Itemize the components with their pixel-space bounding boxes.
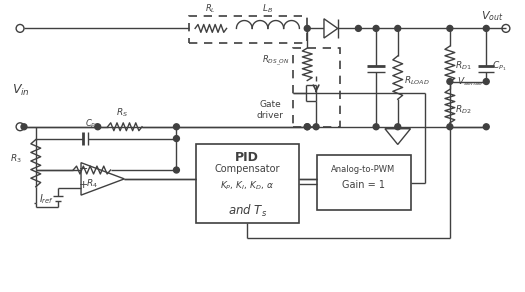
Circle shape <box>447 124 453 130</box>
Text: $R_{D2}$: $R_{D2}$ <box>455 104 471 116</box>
Circle shape <box>313 124 319 130</box>
Text: $V_{in}$: $V_{in}$ <box>12 83 30 98</box>
Circle shape <box>95 124 101 130</box>
Circle shape <box>447 79 453 84</box>
Text: and $T_s$: and $T_s$ <box>228 203 267 219</box>
Text: $-$: $-$ <box>78 162 88 172</box>
Bar <box>317 155 411 210</box>
Circle shape <box>373 25 379 31</box>
Circle shape <box>395 25 401 31</box>
Text: $R_{D1}$: $R_{D1}$ <box>455 60 471 72</box>
Text: $R_3$: $R_3$ <box>10 153 22 166</box>
Text: $K_P$, $K_I$, $K_D$, $\alpha$: $K_P$, $K_I$, $K_D$, $\alpha$ <box>220 180 274 192</box>
Text: $R_L$: $R_L$ <box>205 2 216 15</box>
Text: $+$: $+$ <box>78 179 88 190</box>
Text: $L_B$: $L_B$ <box>262 2 274 15</box>
Circle shape <box>173 167 180 173</box>
Text: Gate
driver: Gate driver <box>256 100 284 120</box>
Text: PID: PID <box>235 151 259 164</box>
Circle shape <box>373 124 379 130</box>
Text: Compensator: Compensator <box>215 164 280 174</box>
Text: $R_{DS\_ON}$: $R_{DS\_ON}$ <box>262 54 290 68</box>
Circle shape <box>173 135 180 142</box>
Circle shape <box>304 25 310 31</box>
Text: $V_{sense}$: $V_{sense}$ <box>457 75 483 88</box>
Text: $C_{P_1}$: $C_{P_1}$ <box>492 59 507 72</box>
Text: Analog-to-PWM: Analog-to-PWM <box>331 165 395 174</box>
Text: $R_{LOAD}$: $R_{LOAD}$ <box>404 74 429 87</box>
Circle shape <box>304 124 310 130</box>
Text: $I_{ref}$: $I_{ref}$ <box>39 193 54 206</box>
Circle shape <box>355 25 361 31</box>
Circle shape <box>484 25 489 31</box>
Text: $C_{P2}$: $C_{P2}$ <box>85 117 100 130</box>
Bar <box>293 48 340 127</box>
Circle shape <box>21 124 27 130</box>
Text: $V_{out}$: $V_{out}$ <box>481 10 504 23</box>
Circle shape <box>484 79 489 84</box>
Bar <box>189 15 307 43</box>
Circle shape <box>447 25 453 31</box>
Circle shape <box>395 124 401 130</box>
Circle shape <box>173 124 180 130</box>
Polygon shape <box>324 19 338 38</box>
Text: Gain = 1: Gain = 1 <box>342 180 385 190</box>
Circle shape <box>484 124 489 130</box>
Circle shape <box>304 124 310 130</box>
Text: $R_S$: $R_S$ <box>117 106 129 119</box>
Text: $R_4$: $R_4$ <box>86 178 98 190</box>
Bar <box>196 145 299 223</box>
